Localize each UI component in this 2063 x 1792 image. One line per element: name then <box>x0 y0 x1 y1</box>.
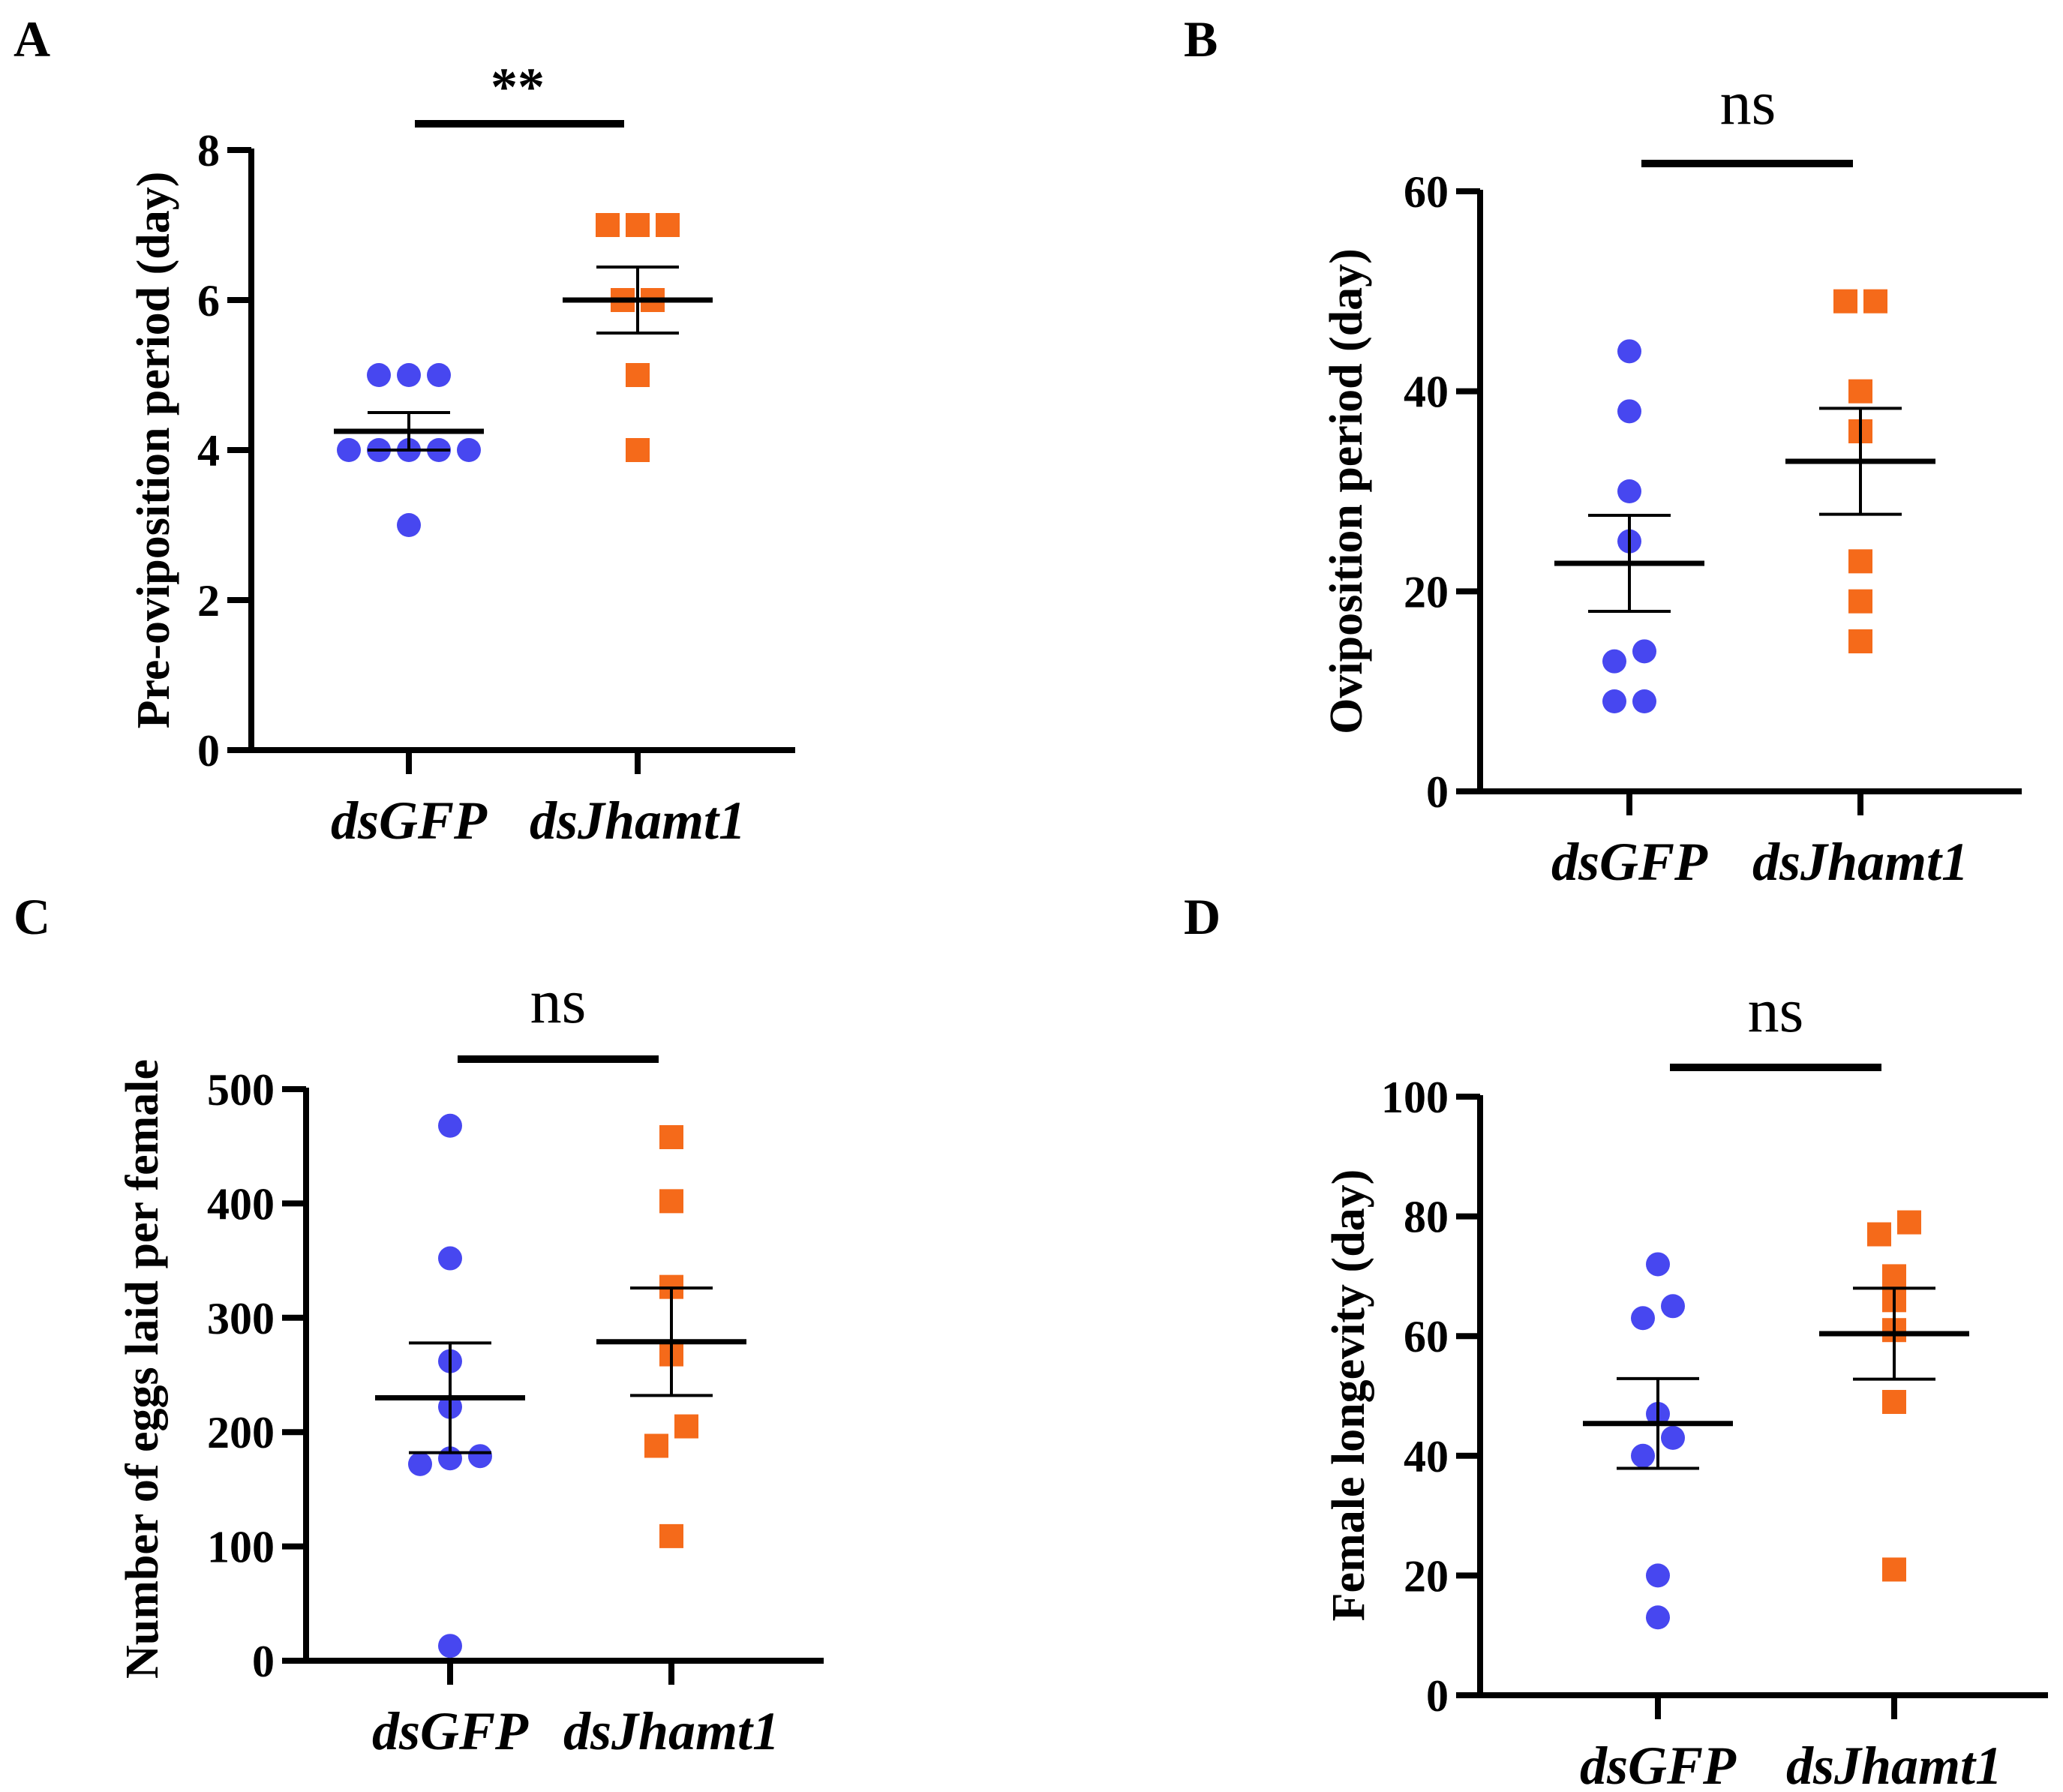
x-category-label: dsJhamt1 <box>563 1701 779 1761</box>
x-category-label: dsJhamt1 <box>1752 832 1968 892</box>
data-point-dsGFP <box>408 1451 432 1476</box>
data-point-dsGFP <box>1661 1294 1685 1319</box>
y-axis-label: Oviposition period (day) <box>1321 248 1372 734</box>
data-point-dsGFP <box>438 1634 462 1658</box>
x-category-label: dsGFP <box>1551 832 1708 892</box>
panel-d: D Female longevity (day) 0 20 40 60 80 100 dsGFP… <box>1184 888 2048 1792</box>
data-point-dsJhamt1 <box>1882 1264 1906 1289</box>
data-point-dsGFP <box>397 513 421 537</box>
data-point-dsGFP <box>427 363 451 387</box>
data-point-dsJhamt1 <box>1848 379 1872 404</box>
y-tick-label: 20 <box>1404 567 1449 617</box>
y-tick-label: 200 <box>207 1408 275 1457</box>
x-category-label: dsJhamt1 <box>530 791 746 851</box>
data-point-dsJhamt1 <box>596 213 620 237</box>
data-point-dsJhamt1 <box>1848 629 1872 653</box>
y-tick-label: 40 <box>1404 368 1449 417</box>
panel-c: C Number of eggs laid per female 0 100 200 30… <box>14 888 824 1761</box>
x-category-label: dsGFP <box>1580 1736 1737 1792</box>
significance-label: ns <box>1748 976 1804 1046</box>
data-point-dsJhamt1 <box>1833 289 1857 314</box>
panel-a: A Pre-oviposition period (day) 0 2 4 6 8 dsGFP d… <box>14 11 795 851</box>
y-tick-label: 60 <box>1404 167 1449 217</box>
y-tick-label: 0 <box>197 726 220 776</box>
panel-letter: D <box>1184 888 1221 945</box>
panel-letter: B <box>1184 11 1218 68</box>
panel-letter: A <box>14 11 50 68</box>
data-point-dsJhamt1 <box>1897 1210 1921 1235</box>
data-point-dsGFP <box>337 438 361 462</box>
data-point-dsGFP <box>1602 649 1626 674</box>
data-point-dsGFP <box>367 363 391 387</box>
data-point-dsGFP <box>1617 399 1641 424</box>
data-point-dsGFP <box>1617 339 1641 364</box>
y-tick-label: 40 <box>1404 1432 1449 1481</box>
x-category-label: dsGFP <box>372 1701 529 1761</box>
data-point-dsGFP <box>1631 1443 1655 1468</box>
data-point-dsJhamt1 <box>626 213 650 237</box>
data-point-dsGFP <box>1632 689 1656 713</box>
data-point-dsJhamt1 <box>659 1523 683 1548</box>
y-tick-label: 4 <box>197 426 220 476</box>
data-point-dsGFP <box>1617 479 1641 503</box>
data-point-dsGFP <box>468 1444 492 1469</box>
x-category-label: dsGFP <box>331 791 488 851</box>
panel-letter: C <box>14 888 50 945</box>
y-tick-label: 0 <box>1426 767 1449 817</box>
y-tick-label: 60 <box>1404 1312 1449 1361</box>
y-tick-label: 0 <box>1426 1671 1449 1721</box>
y-tick-label: 100 <box>207 1523 275 1572</box>
y-tick-label: 20 <box>1404 1551 1449 1601</box>
y-tick-label: 100 <box>1381 1073 1449 1122</box>
data-point-dsGFP <box>1631 1306 1655 1331</box>
data-point-dsGFP <box>1646 1563 1670 1588</box>
significance-label: ns <box>530 967 587 1037</box>
y-tick-label: 8 <box>197 126 220 176</box>
data-point-dsGFP <box>1602 689 1626 713</box>
data-point-dsGFP <box>438 1246 462 1271</box>
significance-label: ** <box>491 57 545 117</box>
data-point-dsJhamt1 <box>1882 1389 1906 1414</box>
data-point-dsJhamt1 <box>659 1189 683 1214</box>
data-point-dsJhamt1 <box>626 363 650 387</box>
data-point-dsJhamt1 <box>1882 1557 1906 1582</box>
data-point-dsJhamt1 <box>674 1414 698 1439</box>
y-tick-label: 6 <box>197 276 220 326</box>
data-point-dsGFP <box>1646 1252 1670 1277</box>
y-tick-label: 400 <box>207 1179 275 1229</box>
x-category-label: dsJhamt1 <box>1786 1736 2002 1792</box>
data-point-dsGFP <box>457 438 481 462</box>
data-point-dsJhamt1 <box>1848 549 1872 574</box>
y-axis-label: Number of eggs laid per female <box>117 1059 168 1679</box>
data-point-dsGFP <box>397 363 421 387</box>
panel-b: B Oviposition period (day) 0 20 40 60 dsGFP dsJ… <box>1184 11 2022 892</box>
y-tick-label: 80 <box>1404 1193 1449 1242</box>
y-axis-label: Female longevity (day) <box>1323 1169 1374 1622</box>
data-point-dsGFP <box>1632 639 1656 664</box>
y-tick-label: 2 <box>197 576 220 626</box>
y-tick-label: 300 <box>207 1294 275 1343</box>
data-point-dsJhamt1 <box>656 213 680 237</box>
data-point-dsJhamt1 <box>659 1125 683 1150</box>
data-point-dsJhamt1 <box>1848 589 1872 614</box>
data-point-dsGFP <box>1661 1425 1685 1450</box>
y-tick-label: 500 <box>207 1065 275 1115</box>
data-point-dsGFP <box>438 1113 462 1138</box>
y-tick-label: 0 <box>252 1637 275 1686</box>
data-point-dsJhamt1 <box>644 1433 668 1458</box>
data-point-dsJhamt1 <box>1867 1222 1891 1247</box>
data-point-dsJhamt1 <box>626 438 650 462</box>
significance-label: ns <box>1720 68 1776 138</box>
data-point-dsGFP <box>1646 1605 1670 1630</box>
y-axis-label: Pre-oviposition period (day) <box>128 172 179 729</box>
data-point-dsJhamt1 <box>1863 289 1887 314</box>
